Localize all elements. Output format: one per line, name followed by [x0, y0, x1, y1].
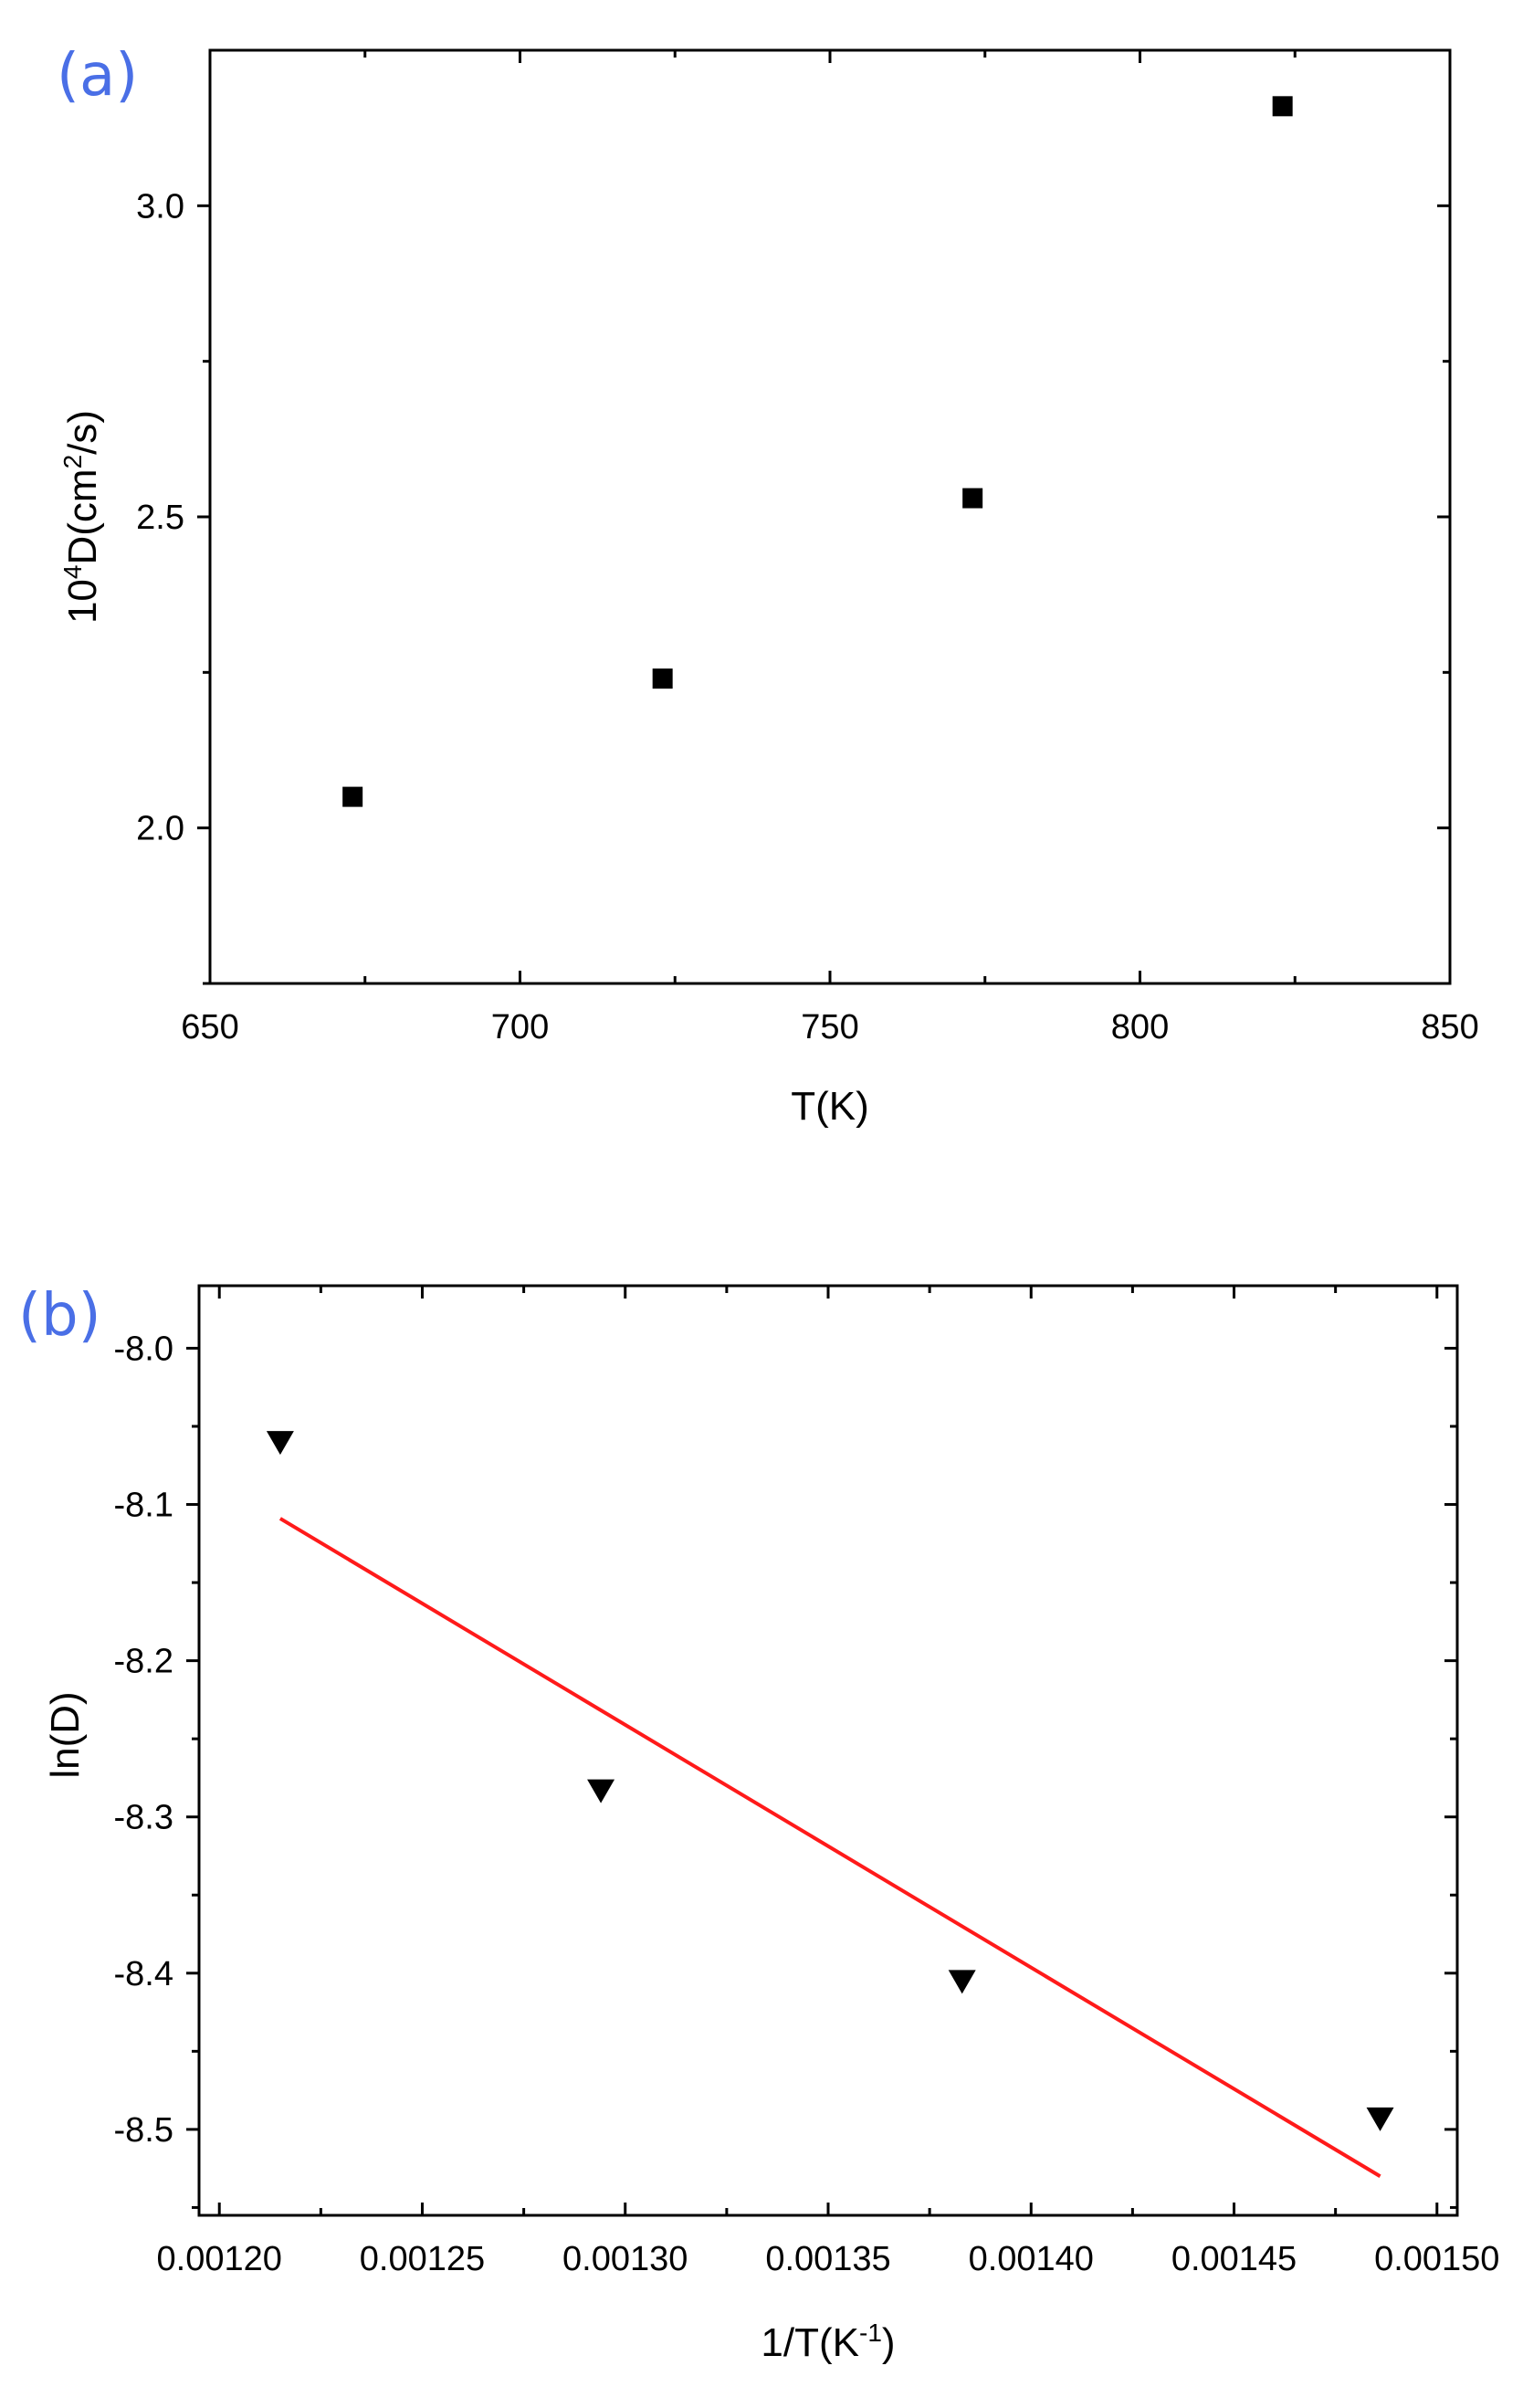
y-tick-label: -8.0: [114, 1330, 173, 1368]
x-tick-label: 0.00150: [1374, 2240, 1499, 2278]
data-point: [652, 668, 673, 689]
x-axis-title-a: T(K): [791, 1084, 869, 1129]
x-tick-label: 0.00145: [1171, 2240, 1297, 2278]
y-tick-label: 2.0: [136, 810, 184, 848]
plot-frame-b: [197, 1284, 1459, 2217]
x-tick-label: 0.00140: [969, 2240, 1094, 2278]
x-tick-label: 0.00125: [360, 2240, 485, 2278]
x-tick-label: 0.00135: [765, 2240, 890, 2278]
data-points-b: [266, 1431, 1394, 2131]
y-tick-label: -8.4: [114, 1955, 173, 1993]
y-tick-labels-b: -8.5 -8.4 -8.3 -8.2 -8.1 -8.0: [114, 1330, 173, 2149]
data-point: [1366, 2107, 1394, 2131]
x-axis-title-b-base: 1/T(K: [761, 2320, 859, 2365]
y-tick-label: -8.5: [114, 2111, 173, 2150]
panel-label-b: (b): [18, 1282, 101, 1350]
chart-a: (a) 650 700 750 800 850 2.0 2.5 3.0 T(K) 104D(…: [57, 42, 1479, 1129]
y-axis-title-a: 104D(cm2/s): [58, 410, 105, 624]
y-axis-title-a-mid: D(cm: [60, 468, 105, 564]
y-axis-title-a-end: /s): [60, 410, 105, 455]
y-axis-title-a-base: 10: [60, 579, 105, 624]
x-axis-title-b-sup: -1: [859, 2319, 882, 2347]
y-axis-title-b: ln(D): [43, 1691, 88, 1778]
x-tick-label: 0.00120: [157, 2240, 282, 2278]
x-tick-label: 850: [1421, 1008, 1478, 1046]
y-tick-label: -8.1: [114, 1487, 173, 1525]
data-point: [948, 1970, 976, 1994]
y-tick-label: 2.5: [136, 499, 184, 537]
y-axis-title-a-sup2: 2: [58, 455, 87, 469]
x-tick-label: 0.00130: [562, 2240, 688, 2278]
x-axis-title-b-end: ): [882, 2320, 896, 2365]
panel-label-a: (a): [57, 42, 138, 110]
x-tick-label: 750: [801, 1008, 858, 1046]
ticks-b: [186, 1286, 1457, 2215]
data-point: [342, 786, 363, 807]
y-tick-label: 3.0: [136, 187, 184, 226]
fit-line-b: [278, 1517, 1381, 2178]
x-tick-labels-b: 0.00120 0.00125 0.00130 0.00135 0.00140 0.001…: [157, 2240, 1500, 2278]
y-tick-labels-a: 2.0 2.5 3.0: [136, 187, 184, 847]
data-point: [266, 1431, 294, 1456]
y-tick-label: -8.3: [114, 1799, 173, 1837]
data-points-a: [342, 96, 1293, 807]
data-point: [1272, 96, 1293, 117]
x-tick-label: 700: [491, 1008, 549, 1046]
y-axis-title-a-sup1: 4: [58, 565, 87, 580]
data-point: [962, 488, 983, 509]
y-tick-label: -8.2: [114, 1643, 173, 1681]
x-tick-label: 650: [181, 1008, 238, 1046]
x-tick-label: 800: [1111, 1008, 1169, 1046]
ticks-a: [197, 50, 1452, 985]
x-tick-labels-a: 650 700 750 800 850: [181, 1008, 1478, 1046]
chart-b: (b) 0.00120 0.00125 0.00130 0.00135 0.00140 0…: [18, 1282, 1499, 2365]
plot-frame-a: [208, 48, 1452, 985]
x-axis-title-b: 1/T(K-1): [761, 2319, 895, 2365]
data-point: [587, 1779, 615, 1803]
